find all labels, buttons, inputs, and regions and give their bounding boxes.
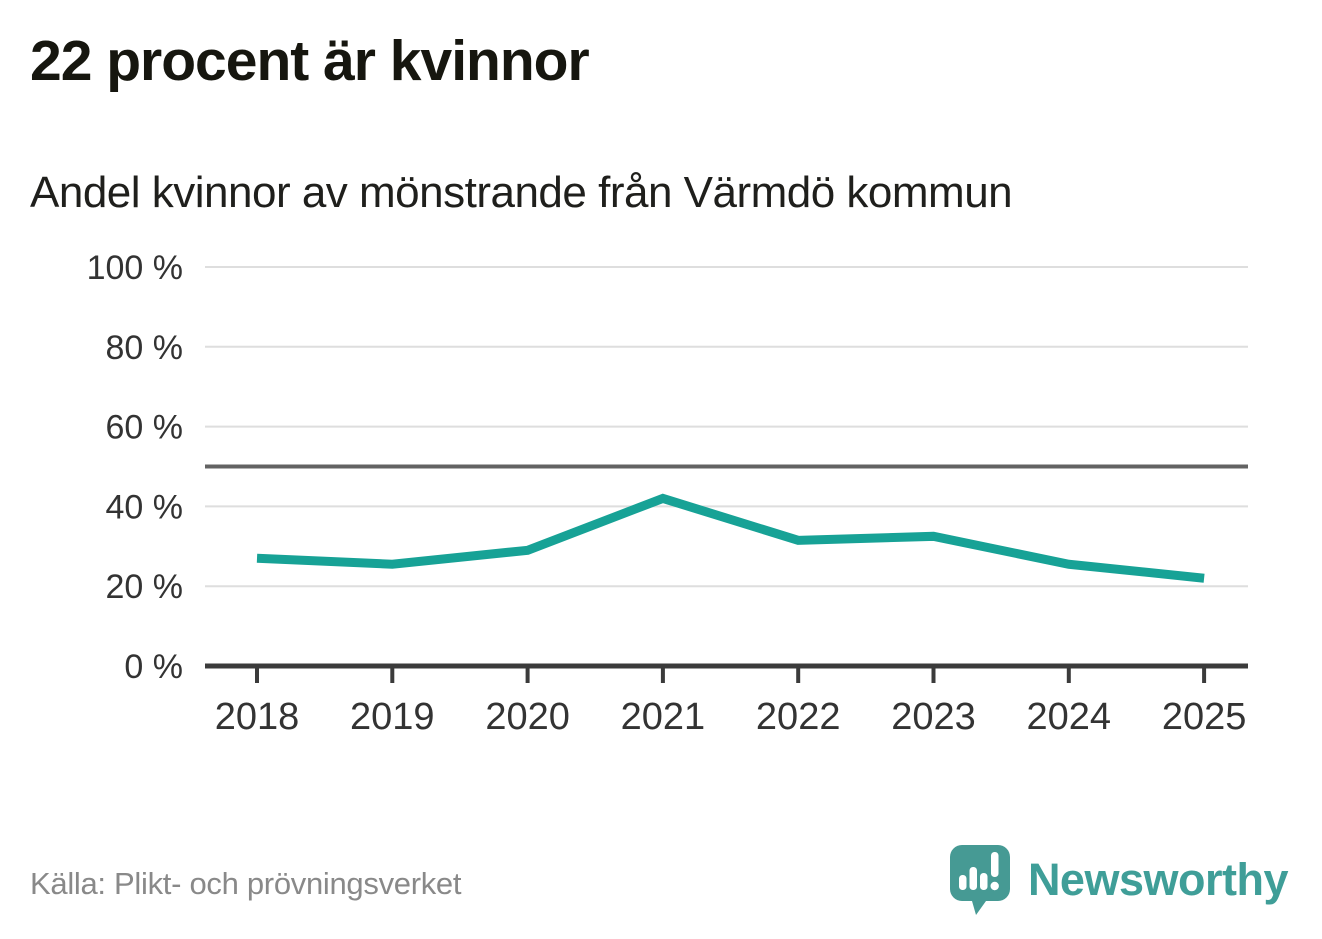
y-tick-label: 80 %: [106, 329, 184, 367]
brand-block: Newsworthy: [948, 843, 1289, 917]
logo-exclamation-bar: [990, 852, 999, 877]
page-title: 22 procent är kvinnor: [30, 29, 590, 93]
y-tick-label: 0 %: [124, 648, 183, 686]
line-chart-svg: 0 % 20 % 40 % 60 % 80 % 100 % 2018 2019 2020 2021…: [87, 249, 1248, 738]
y-tick-label: 40 %: [106, 488, 184, 526]
logo-exclamation-dot: [990, 881, 999, 891]
source-note: Källa: Plikt- och prövningsverket: [30, 866, 462, 901]
x-tick-label: 2019: [350, 696, 435, 738]
logo-bar-2: [969, 867, 977, 890]
data-line: [256, 493, 1205, 583]
x-tick-label: 2022: [756, 696, 841, 738]
newsworthy-logo-icon: [949, 845, 1010, 915]
chart-subtitle: Andel kvinnor av mönstrande från Värmdö …: [30, 168, 1013, 217]
x-tick-label: 2020: [485, 696, 570, 738]
x-tick-label: 2021: [621, 696, 706, 738]
x-tick-label: 2023: [891, 696, 976, 738]
y-tick-label: 20 %: [106, 568, 184, 606]
logo-bar-3: [979, 873, 988, 890]
x-tick-label: 2018: [215, 696, 300, 738]
chart-area: 0 % 20 % 40 % 60 % 80 % 100 % 2018 2019 2020 2021…: [0, 240, 1322, 750]
logo-bar-1: [958, 875, 967, 890]
brand-wordmark: Newsworthy: [1027, 854, 1289, 905]
y-tick-label: 100 %: [87, 249, 183, 287]
x-tick-label: 2025: [1162, 696, 1247, 738]
y-tick-label: 60 %: [106, 409, 184, 447]
x-tick-label: 2024: [1027, 696, 1112, 738]
